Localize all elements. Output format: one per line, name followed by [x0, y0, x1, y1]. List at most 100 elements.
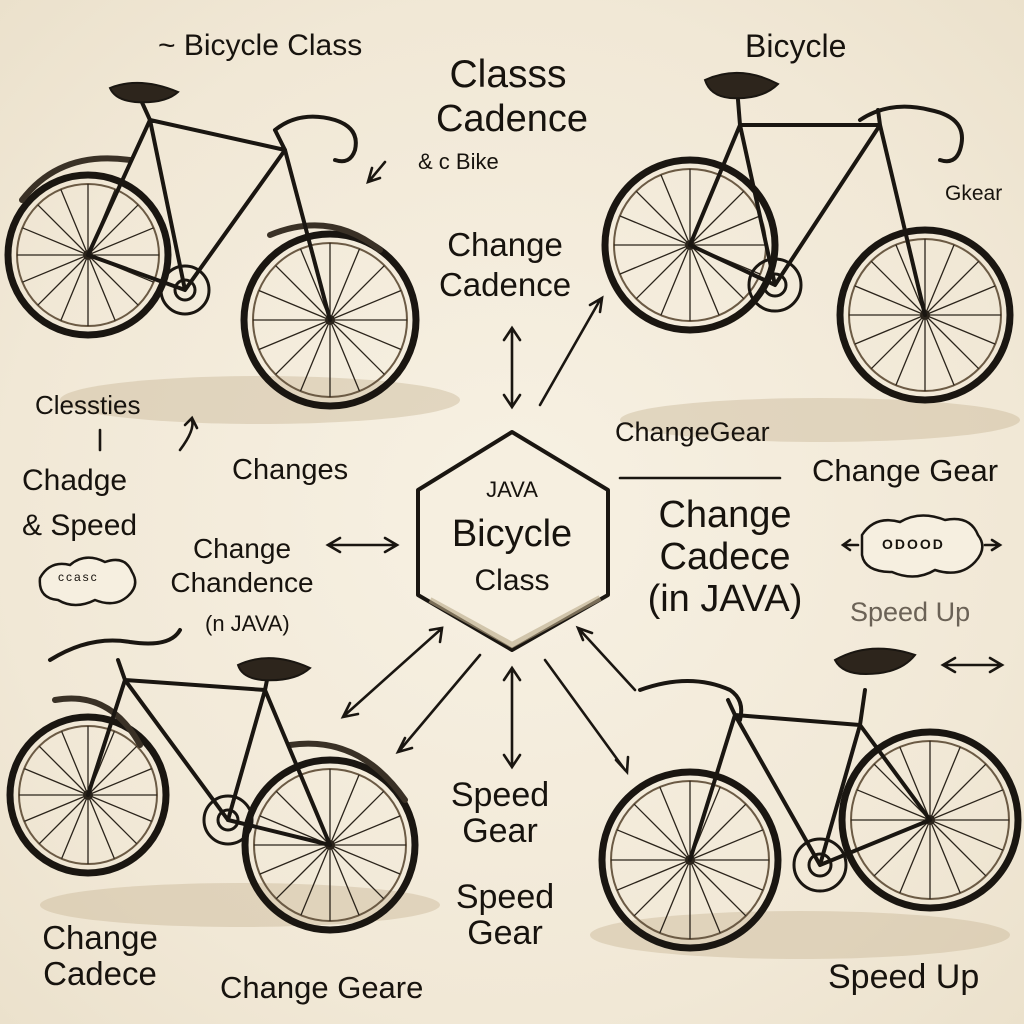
center-class-label: Class — [474, 564, 550, 597]
change-gear-small-label: ChangeGear — [615, 417, 770, 447]
wheel-rim — [598, 768, 782, 952]
front-wheel — [836, 226, 1014, 404]
bicycle-illustration-top-left — [4, 81, 420, 410]
wheel-spoke — [689, 859, 764, 891]
wheel-spoke — [899, 819, 931, 894]
seat-post — [736, 98, 742, 127]
bicycle-title-right: Bicycle — [745, 28, 847, 64]
wheel-spoke — [899, 746, 931, 821]
wheel-spoke — [329, 248, 361, 321]
front-wheel — [598, 768, 782, 952]
wheel-spoke — [929, 819, 987, 877]
bicycle-illustration-top-right — [601, 71, 1014, 404]
bicycle-shadow-top-left — [60, 376, 460, 424]
gear-label-right: Gkear — [945, 182, 1003, 205]
wheel-spoke — [275, 844, 331, 900]
wheel-rim — [838, 728, 1022, 912]
wheel-spoke — [37, 204, 89, 256]
front-fender — [52, 695, 143, 748]
wheel-spoke — [689, 829, 764, 861]
arrow-down-left-2 — [395, 653, 482, 755]
wheel-spoke — [924, 314, 996, 345]
wheel-spoke — [329, 844, 360, 916]
wheel-spoke — [329, 790, 385, 846]
wheel-spoke — [924, 285, 996, 316]
wheel-spoke — [329, 844, 385, 900]
wheel-spoke — [87, 227, 154, 256]
wheel-spoke — [87, 767, 152, 796]
wheel-spoke — [616, 859, 691, 891]
wheel-spoke — [929, 789, 1004, 821]
wheel-spoke — [633, 803, 691, 861]
left-badge-text: ccasc — [58, 570, 99, 584]
wheel-spoke — [299, 319, 331, 392]
chainring — [747, 257, 803, 313]
wheel-spoke — [300, 844, 331, 916]
speed-gear-label-1: Speed Gear — [450, 776, 550, 850]
changes-label: Changes — [232, 454, 349, 486]
center-class-hexagon — [416, 430, 610, 652]
wheel-spoke — [275, 790, 331, 846]
wheel-spoke — [689, 190, 745, 246]
handlebar — [48, 628, 182, 662]
wheel-rim — [601, 156, 779, 334]
wheel-rim — [6, 713, 170, 877]
wheel-spoke — [616, 829, 691, 861]
wheel-spoke — [659, 786, 691, 861]
arrows — [98, 160, 1005, 776]
wheel-spoke — [87, 745, 138, 796]
hexagon-shadow — [428, 595, 602, 649]
frame — [688, 108, 927, 317]
rear-fender — [19, 155, 133, 203]
bicycle-illustration-bottom-right — [598, 647, 1022, 952]
rear-fender — [287, 740, 408, 803]
arrow-down-left-1 — [340, 626, 444, 719]
wheel-spoke — [689, 244, 720, 316]
frame — [86, 118, 332, 322]
center-bicycle-label: Bicycle — [451, 513, 573, 555]
wheel-spoke — [22, 227, 89, 256]
wheel-spoke — [870, 314, 926, 370]
handlebar — [858, 104, 964, 164]
arrow-left — [325, 536, 400, 554]
wheel-spoke — [929, 746, 961, 821]
wheel-spoke — [60, 731, 89, 796]
handlebar — [638, 679, 744, 722]
saddle — [108, 81, 180, 104]
change-cadece-label-bottom-left: Change Cadece — [42, 919, 158, 993]
wheel-rim — [241, 756, 419, 934]
wheel-spoke — [24, 767, 89, 796]
change-cadece-in-java-label: Change Cadece (in JAVA) — [647, 494, 803, 620]
saddle — [833, 647, 917, 676]
wheel-spoke — [633, 859, 691, 917]
wheel-spoke — [924, 314, 955, 386]
arrow-down-right-1 — [543, 658, 630, 776]
wheel-spoke — [37, 254, 89, 306]
wheel-spoke — [659, 859, 691, 934]
cadence-label: Cadence — [435, 98, 589, 140]
wheel-spoke — [895, 314, 926, 386]
wheel-spoke — [619, 215, 691, 246]
wheel-rim — [240, 230, 420, 410]
chainring-inner — [216, 808, 240, 832]
saddle — [236, 657, 312, 682]
wheel-spoke — [689, 859, 747, 917]
bicycle-shadow-bottom-left — [40, 883, 440, 927]
chainring — [202, 794, 254, 846]
wheel-spoke — [24, 794, 89, 823]
classs-label: Classs — [449, 53, 567, 96]
bicycle-illustration-bottom-left — [6, 628, 419, 934]
change-cadence-label: Change Cadence — [438, 226, 572, 303]
wheel-spoke — [929, 763, 987, 821]
wheel-spoke — [635, 244, 691, 300]
wheel-spoke — [689, 244, 745, 300]
saddle — [703, 71, 780, 100]
wheel-spoke — [329, 815, 401, 846]
clessties-label: Clessties — [35, 390, 141, 420]
arrow-center-up — [502, 325, 522, 410]
arrow-right-small — [983, 538, 1003, 552]
wheel-spoke — [329, 319, 361, 392]
arrow-small-left-1 — [178, 415, 199, 452]
wheel-spoke — [87, 254, 139, 306]
